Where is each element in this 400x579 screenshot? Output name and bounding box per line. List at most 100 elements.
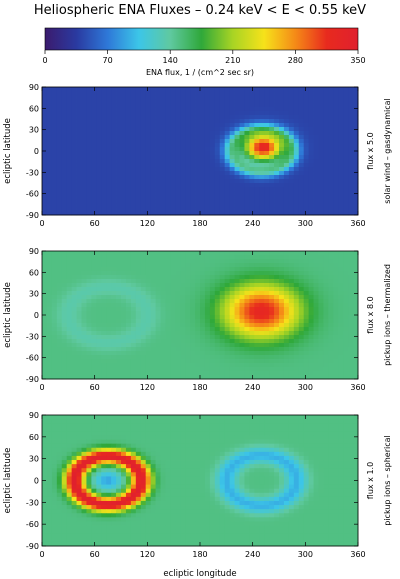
heatmap-cell — [180, 111, 186, 116]
heatmap-cell — [298, 447, 305, 453]
heatmap-cell — [155, 179, 161, 184]
heatmap-cell — [259, 335, 265, 340]
heatmap-cell — [155, 371, 161, 376]
heatmap-cell — [318, 339, 324, 344]
heatmap-cell — [51, 359, 58, 364]
heatmap-cell — [185, 335, 191, 340]
heatmap-cell — [125, 255, 132, 260]
heatmap-cell — [234, 175, 240, 180]
heatmap-cell — [303, 455, 310, 461]
heatmap-cell — [274, 191, 280, 196]
heatmap-cell — [46, 323, 53, 328]
heatmap-cell — [333, 139, 339, 144]
heatmap-cell — [259, 127, 265, 132]
heatmap-cell — [135, 119, 142, 124]
heatmap-cell — [328, 155, 334, 160]
heatmap-cell — [244, 191, 250, 196]
heatmap-cell — [190, 95, 196, 100]
heatmap-cell — [155, 363, 161, 368]
heatmap-cell — [283, 263, 290, 268]
heatmap-cell — [274, 151, 280, 156]
heatmap-cell — [279, 311, 285, 316]
heatmap-cell — [264, 127, 270, 132]
heatmap-cell — [42, 175, 48, 180]
heatmap-cell — [333, 451, 339, 457]
heatmap-cell — [209, 271, 216, 276]
heatmap-cell — [313, 163, 319, 168]
heatmap-cell — [293, 443, 300, 449]
heatmap-cell — [170, 267, 176, 272]
heatmap-cell — [333, 175, 339, 180]
heatmap-cell — [66, 359, 73, 364]
heatmap-cell — [338, 163, 344, 168]
heatmap-cell — [160, 155, 166, 160]
heatmap-cell — [328, 343, 334, 348]
heatmap-cell — [274, 363, 280, 368]
heatmap-cell — [130, 191, 137, 196]
heatmap-cell — [155, 191, 161, 196]
heatmap-cell — [234, 119, 240, 124]
heatmap-cell — [130, 367, 137, 372]
heatmap-cell — [121, 455, 127, 461]
heatmap-cell — [279, 119, 285, 124]
heatmap-cell — [244, 359, 250, 364]
heatmap-cell — [214, 279, 221, 284]
heatmap-cell — [254, 427, 260, 432]
heatmap-cell — [348, 435, 354, 440]
heatmap-cell — [209, 163, 216, 168]
heatmap-cell — [259, 95, 265, 100]
heatmap-cell — [81, 119, 87, 124]
heatmap-cell — [155, 439, 161, 445]
heatmap-cell — [259, 111, 265, 116]
heatmap-cell — [239, 291, 245, 296]
heatmap-cell — [121, 127, 127, 132]
heatmap-cell — [338, 363, 344, 368]
heatmap-cell — [259, 191, 265, 196]
heatmap-cell — [91, 267, 97, 272]
heatmap-cell — [116, 127, 122, 132]
heatmap-cell — [313, 95, 319, 100]
heatmap-cell — [338, 323, 344, 328]
heatmap-cell — [145, 139, 152, 144]
heatmap-cell — [81, 371, 87, 376]
heatmap-cell — [71, 323, 77, 328]
heatmap-cell — [348, 295, 354, 300]
heatmap-cell — [259, 135, 265, 140]
heatmap-cell — [353, 287, 359, 292]
heatmap-cell — [170, 211, 176, 216]
heatmap-cell — [279, 123, 285, 128]
heatmap-cell — [254, 275, 260, 280]
heatmap-cell — [274, 131, 280, 136]
heatmap-cell — [254, 431, 260, 436]
heatmap-cell — [61, 303, 68, 308]
heatmap-cell — [42, 291, 48, 296]
heatmap-cell — [150, 323, 156, 328]
heatmap-cell — [150, 263, 156, 268]
heatmap-cell — [91, 95, 97, 100]
heatmap-cell — [348, 419, 354, 424]
heatmap-cell — [106, 87, 112, 92]
heatmap-cell — [145, 327, 152, 332]
heatmap-cell — [239, 211, 245, 216]
heatmap-cell — [165, 103, 171, 108]
heatmap-cell — [140, 460, 147, 465]
heatmap-cell — [298, 191, 305, 196]
heatmap-cell — [61, 107, 68, 112]
heatmap-cell — [61, 263, 68, 268]
heatmap-cell — [56, 315, 63, 320]
heatmap-cell — [348, 119, 354, 124]
heatmap-cell — [76, 415, 82, 420]
heatmap-cell — [96, 119, 102, 124]
heatmap-cell — [56, 267, 63, 272]
heatmap-cell — [283, 295, 290, 300]
heatmap-cell — [353, 87, 359, 92]
heatmap-cell — [234, 203, 240, 208]
heatmap-cell — [333, 363, 339, 368]
heatmap-cell — [204, 191, 211, 196]
heatmap-cell — [101, 147, 107, 152]
heatmap-cell — [219, 107, 226, 112]
heatmap-cell — [343, 111, 349, 116]
heatmap-cell — [209, 167, 216, 172]
heatmap-cell — [91, 431, 97, 436]
heatmap-cell — [313, 99, 319, 104]
